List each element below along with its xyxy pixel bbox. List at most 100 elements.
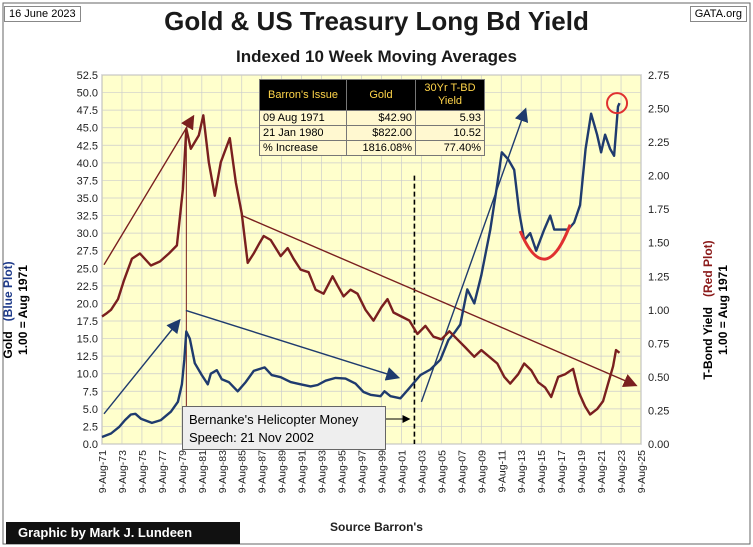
x-tick-label: 9-Aug-01 <box>396 450 408 493</box>
y-left-tick-label: 5.0 <box>83 404 98 416</box>
x-tick-label: 9-Aug-99 <box>376 450 388 493</box>
x-tick-label: 9-Aug-93 <box>317 450 329 493</box>
bernanke-callout: Bernanke's Helicopter Money Speech: 21 N… <box>182 406 386 450</box>
chart-title: Gold & US Treasury Long Bd Yield <box>164 6 589 36</box>
source-label: Source Barron's <box>330 520 423 534</box>
left-axis-label: Gold (Blue Plot) 1.00 = Aug 1971 <box>1 261 31 358</box>
y-left-tick-label: 47.5 <box>77 105 98 117</box>
x-tick-label: 9-Aug-71 <box>97 450 109 493</box>
y-right-tick-label: 2.50 <box>648 104 669 116</box>
x-tick-label: 9-Aug-97 <box>357 450 369 493</box>
y-left-tick-label: 30.0 <box>77 228 98 240</box>
x-tick-label: 9-Aug-13 <box>516 450 528 493</box>
y-left-tick-label: 2.5 <box>83 421 98 433</box>
x-tick-label: 9-Aug-87 <box>257 450 269 493</box>
left-axis-main: Gold <box>1 331 15 359</box>
right-axis-label: T-Bond Yield (Red Plot) 1.00 = Aug 1971 <box>701 240 731 379</box>
x-tick-label: 9-Aug-25 <box>636 450 648 493</box>
y-left-tick-label: 27.5 <box>77 246 98 258</box>
y-left-tick-label: 25.0 <box>77 263 98 275</box>
x-tick-label: 9-Aug-75 <box>137 450 149 493</box>
x-tick-label: 9-Aug-95 <box>337 450 349 493</box>
date-label: 16 June 2023 <box>4 6 81 22</box>
y-left-tick-label: 40.0 <box>77 158 98 170</box>
y-left-tick-label: 20.0 <box>77 298 98 310</box>
table-cell: $822.00 <box>346 125 416 141</box>
y-left-tick-label: 45.0 <box>77 123 98 135</box>
gold-series-line <box>101 102 621 439</box>
callout-line-2: Speech: 21 Nov 2002 <box>189 430 315 445</box>
x-tick-label: 9-Aug-83 <box>217 450 229 493</box>
y-left-tick-label: 50.0 <box>77 88 98 100</box>
y-right-tick-label: 0.50 <box>648 372 669 384</box>
x-tick-label: 9-Aug-91 <box>297 450 309 493</box>
table-cell: $42.90 <box>346 110 416 126</box>
y-right-tick-label: 2.25 <box>648 137 669 149</box>
y-right-tick-label: 2.75 <box>648 70 669 82</box>
table-cell: 77.40% <box>415 140 485 156</box>
x-tick-label: 9-Aug-79 <box>177 450 189 493</box>
right-axis-main: T-Bond Yield <box>701 307 715 380</box>
table-row: 21 Jan 1980 $822.00 10.52 <box>259 125 485 141</box>
y-left-tick-label: 42.5 <box>77 140 98 152</box>
table-cell: 21 Jan 1980 <box>259 125 347 141</box>
right-axis-sub: 1.00 = Aug 1971 <box>716 265 730 355</box>
left-axis-series: (Blue Plot) <box>1 261 15 322</box>
table-cell: 5.93 <box>415 110 485 126</box>
trend-arrow-yield-up <box>103 114 195 266</box>
x-tick-label: 9-Aug-09 <box>476 450 488 493</box>
y-right-tick-label: 1.75 <box>648 204 669 216</box>
table-cell: 09 Aug 1971 <box>259 110 347 126</box>
y-right-tick-label: 0.00 <box>648 439 669 451</box>
table-header-row: Barron's Issue Gold 30Yr T-BD Yield <box>259 79 485 111</box>
table-header-issue: Barron's Issue <box>259 79 347 111</box>
table-cell: 1816.08% <box>346 140 416 156</box>
table-cell: 10.52 <box>415 125 485 141</box>
right-axis-series: (Red Plot) <box>701 240 715 297</box>
y-right-tick-label: 1.25 <box>648 271 669 283</box>
x-tick-label: 9-Aug-05 <box>436 450 448 493</box>
x-tick-label: 9-Aug-73 <box>117 450 129 493</box>
y-left-tick-label: 7.5 <box>83 386 98 398</box>
source-site-label: GATA.org <box>689 6 747 22</box>
x-tick-label: 9-Aug-19 <box>576 450 588 493</box>
credit-label: Graphic by Mark J. Lundeen <box>6 522 240 544</box>
table-header-yield: 30Yr T-BD Yield <box>415 79 485 111</box>
x-tick-label: 9-Aug-07 <box>456 450 468 493</box>
table-row: 09 Aug 1971 $42.90 5.93 <box>259 110 485 126</box>
x-tick-label: 9-Aug-81 <box>197 450 209 493</box>
y-left-tick-label: 12.5 <box>77 351 98 363</box>
callout-line-1: Bernanke's Helicopter Money <box>189 412 359 427</box>
table-cell: % Increase <box>259 140 347 156</box>
y-left-tick-label: 32.5 <box>77 211 98 223</box>
y-left-tick-label: 0.0 <box>83 439 98 451</box>
x-tick-label: 9-Aug-17 <box>556 450 568 493</box>
y-right-tick-label: 1.50 <box>648 238 669 250</box>
highlight-circle <box>606 92 629 115</box>
cup-arc <box>518 224 572 261</box>
x-tick-label: 9-Aug-11 <box>496 450 508 493</box>
table-row: % Increase 1816.08% 77.40% <box>259 140 485 156</box>
x-tick-label: 9-Aug-15 <box>536 450 548 493</box>
y-left-tick-label: 52.5 <box>77 70 98 82</box>
x-tick-label: 9-Aug-21 <box>596 450 608 493</box>
y-left-tick-label: 22.5 <box>77 281 98 293</box>
trend-arrow-gold-down <box>185 309 401 381</box>
x-tick-label: 9-Aug-89 <box>277 450 289 493</box>
yield-series-line <box>101 114 621 416</box>
x-tick-label: 9-Aug-03 <box>416 450 428 493</box>
chart-subtitle: Indexed 10 Week Moving Averages <box>236 47 517 66</box>
comparison-table: Barron's Issue Gold 30Yr T-BD Yield 09 A… <box>259 79 485 156</box>
table-header-gold: Gold <box>346 79 416 111</box>
trend-arrow-yield-down <box>242 215 638 387</box>
y-left-tick-label: 10.0 <box>77 369 98 381</box>
y-left-tick-label: 17.5 <box>77 316 98 328</box>
trend-arrow-gold-up-1 <box>103 318 181 415</box>
y-right-tick-label: 2.00 <box>648 171 669 183</box>
y-right-tick-label: 1.00 <box>648 305 669 317</box>
left-axis-sub: 1.00 = Aug 1971 <box>16 265 30 355</box>
y-left-tick-label: 15.0 <box>77 334 98 346</box>
y-left-tick-label: 35.0 <box>77 193 98 205</box>
